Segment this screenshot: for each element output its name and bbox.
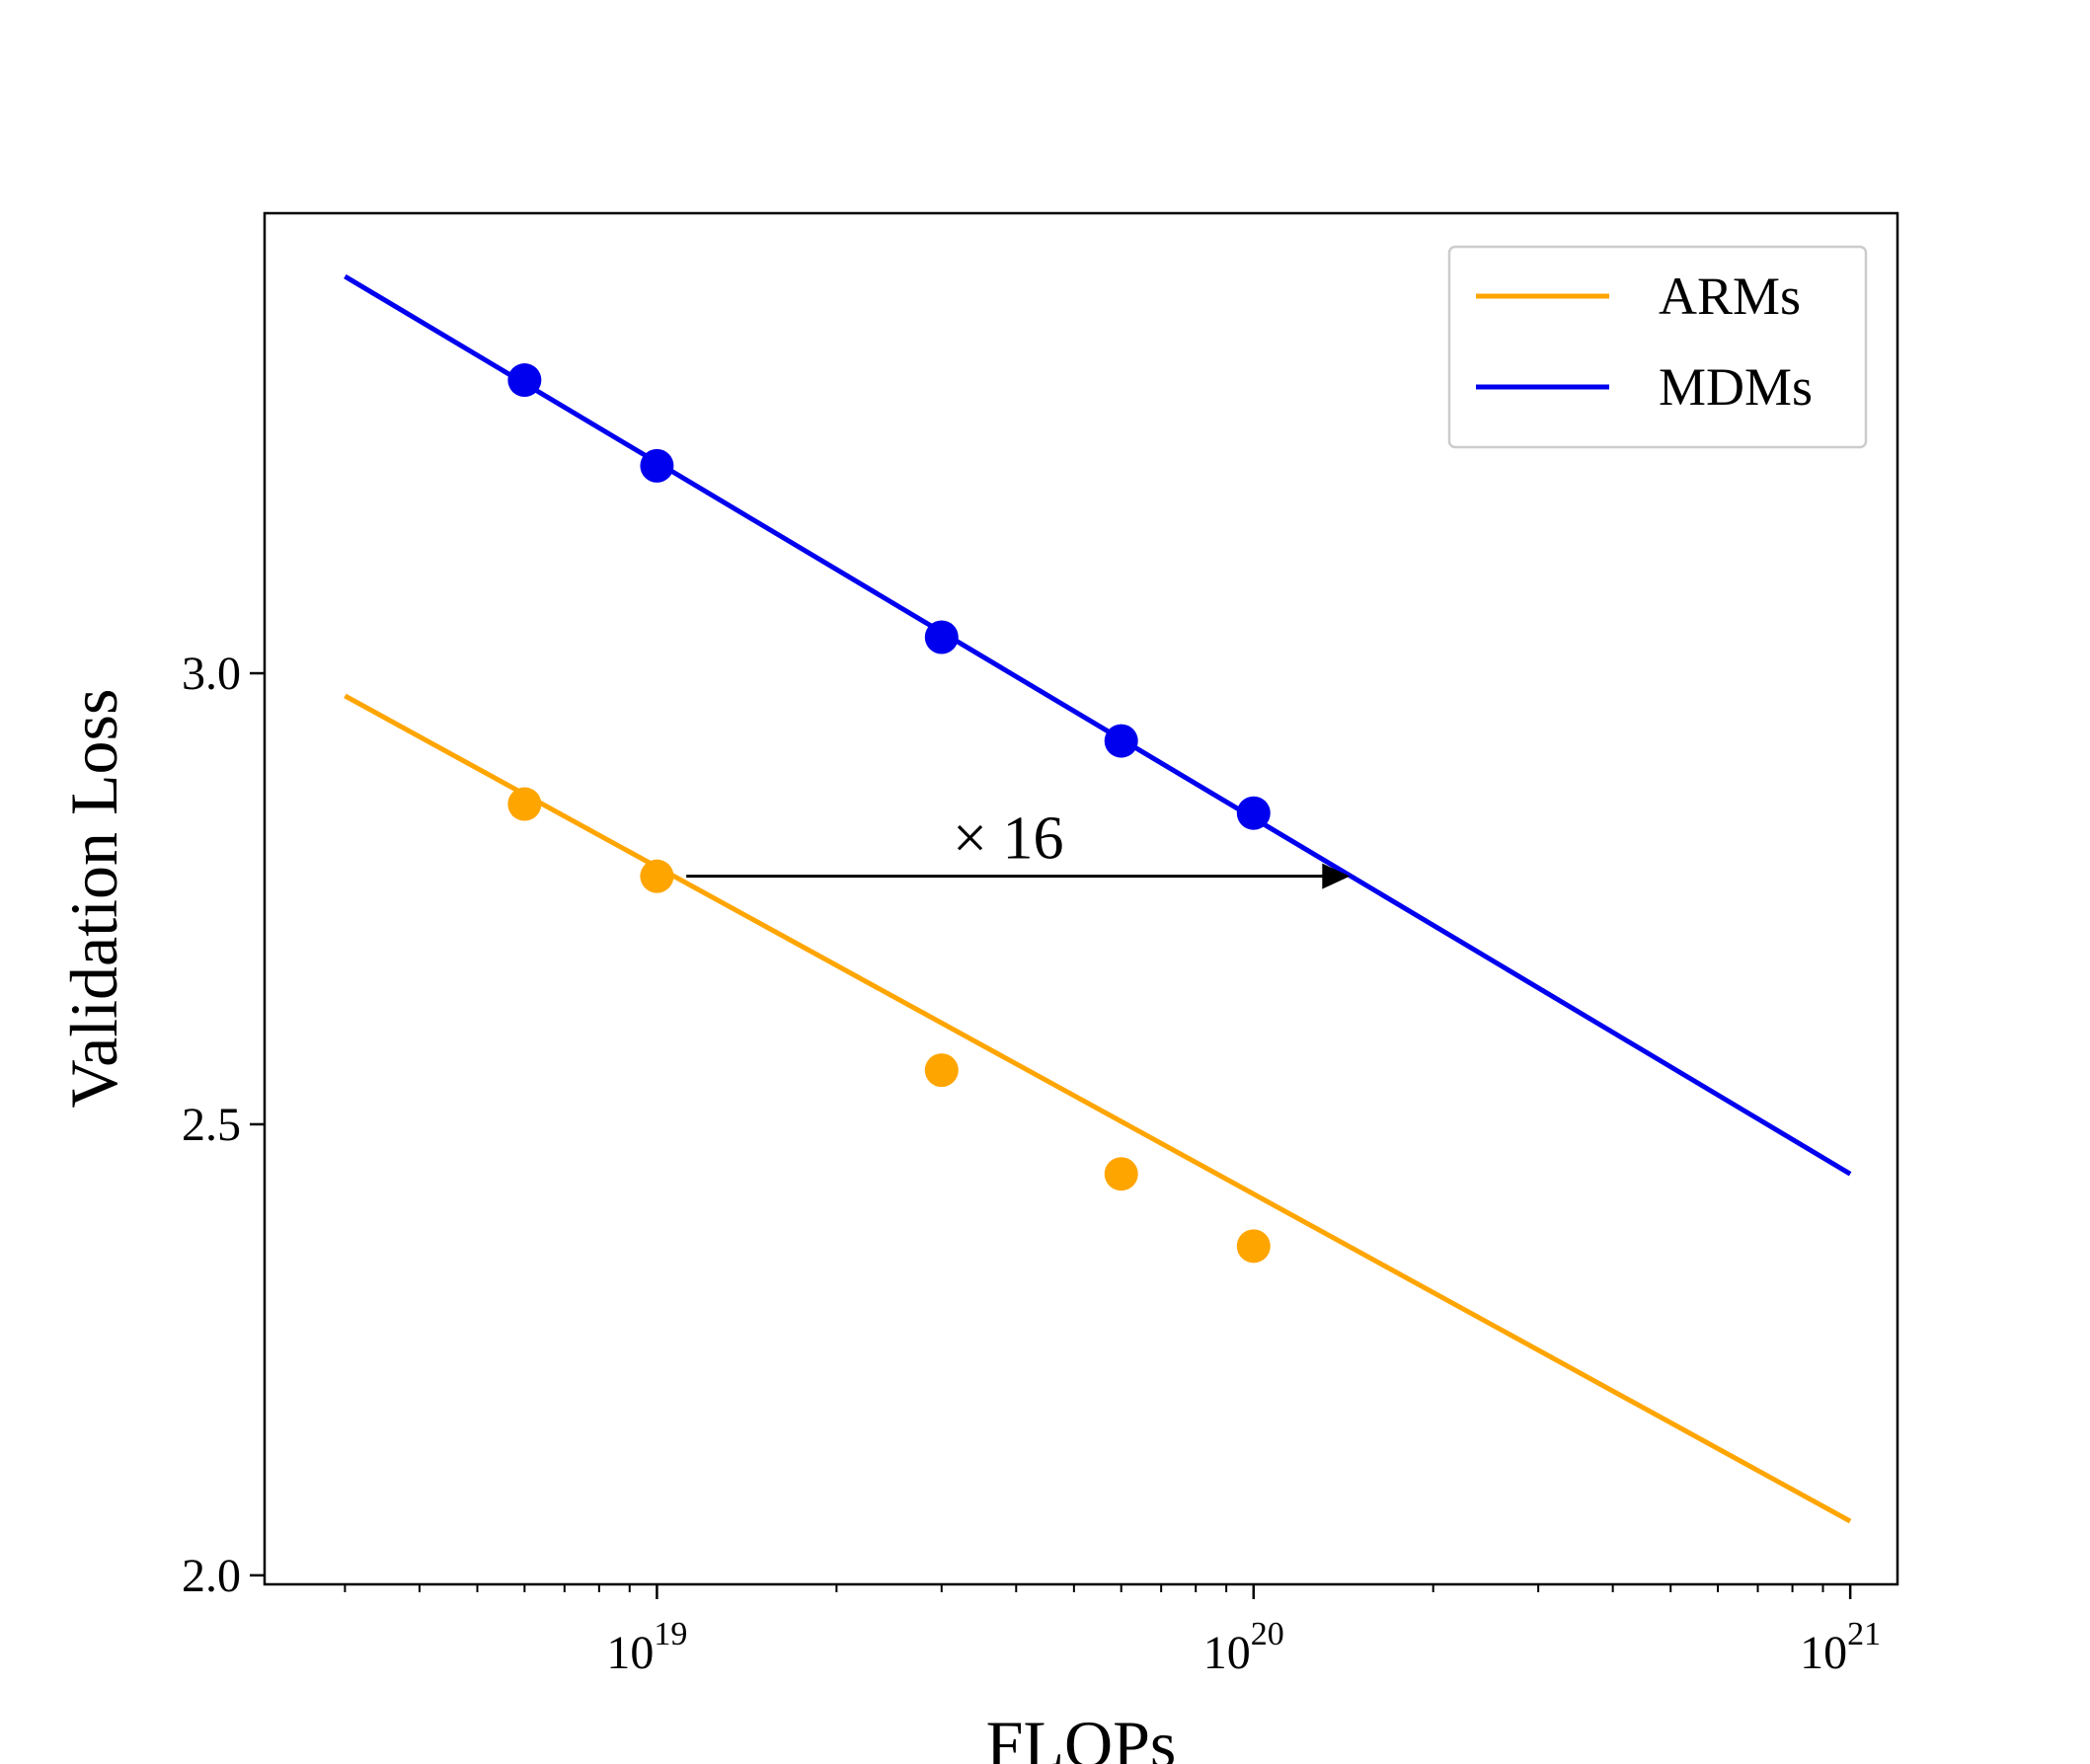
plot-content: × 16: [344, 273, 1852, 1524]
annotation-arrow-head: [1322, 863, 1351, 889]
x-tick-base: 10: [606, 1627, 654, 1679]
x-tick-exponent: 19: [654, 1616, 687, 1652]
data-point: [1236, 1229, 1271, 1264]
data-point: [1104, 724, 1138, 758]
annotation-label: × 16: [953, 805, 1063, 873]
y-axis: 2.0 2.5 3.0: [182, 648, 265, 1602]
data-point: [640, 859, 674, 893]
legend: ARMs MDMs: [1447, 245, 1868, 449]
x-tick-base: 10: [1800, 1627, 1847, 1679]
y-axis-label: Validation Loss: [56, 689, 131, 1109]
x-tick-base: 10: [1203, 1627, 1251, 1679]
x-tick-label: 1021: [1800, 1616, 1881, 1679]
x-tick-label: 1020: [1203, 1616, 1284, 1679]
annotation: × 16: [686, 805, 1351, 889]
y-tick-label: 2.0: [182, 1550, 241, 1602]
x-axis-label: FLOPs: [986, 1707, 1177, 1764]
x-tick-exponent: 20: [1251, 1616, 1284, 1652]
data-point: [507, 787, 542, 821]
legend-label-mdms: MDMs: [1659, 357, 1813, 417]
data-point: [924, 620, 959, 654]
data-point: [924, 1053, 959, 1088]
y-tick-label: 2.5: [182, 1099, 241, 1151]
legend-box: [1447, 245, 1868, 449]
x-tick-exponent: 21: [1847, 1616, 1881, 1652]
series-mdms: [344, 273, 1852, 1177]
x-axis: 1019 1020 1021: [344, 1584, 1881, 1679]
data-point: [507, 363, 542, 398]
legend-label-arms: ARMs: [1659, 267, 1801, 326]
plot-frame: [263, 211, 1899, 1586]
y-tick-label: 3.0: [182, 648, 241, 700]
series-line: [344, 693, 1852, 1524]
data-point: [1236, 796, 1271, 830]
data-point: [1104, 1157, 1138, 1191]
data-point: [640, 448, 674, 483]
series-line: [344, 273, 1852, 1177]
x-tick-label: 1019: [606, 1616, 687, 1679]
series-arms: [344, 693, 1852, 1524]
